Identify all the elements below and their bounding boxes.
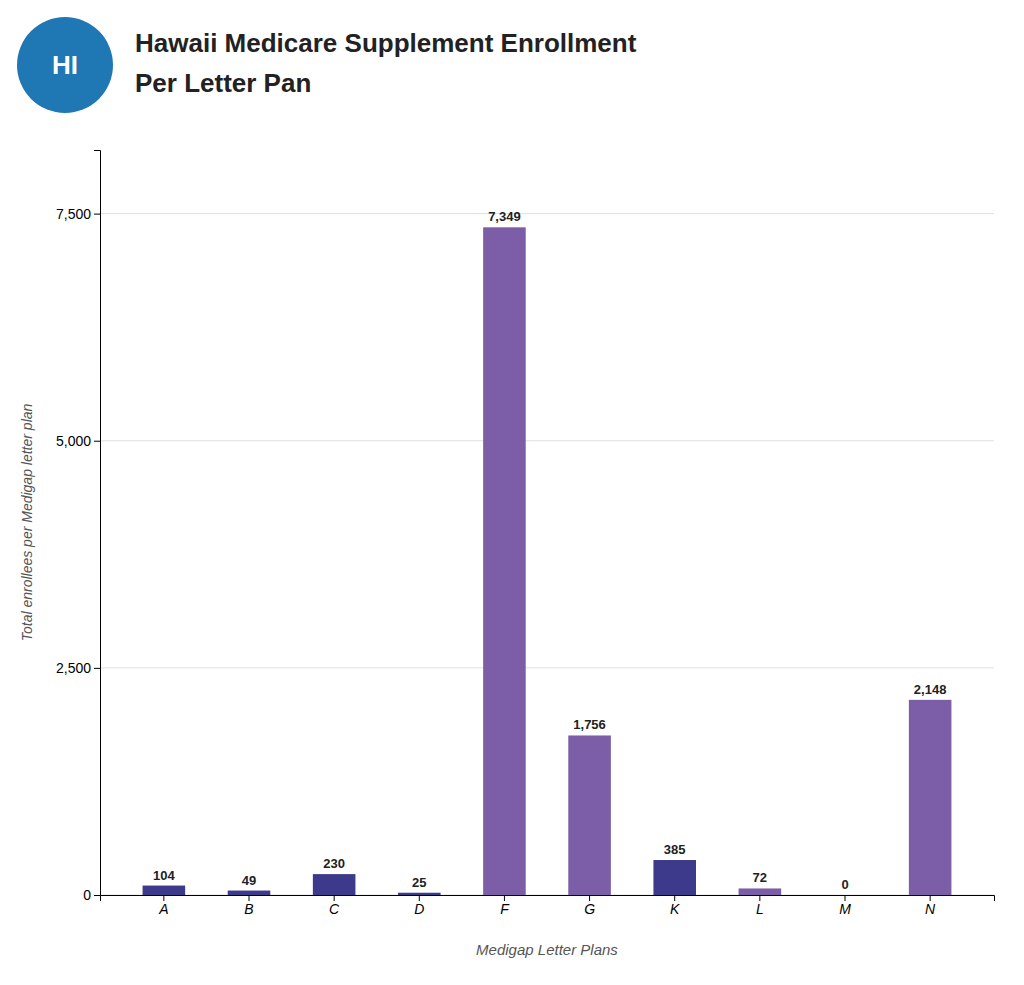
annotation: HI bbox=[52, 50, 78, 80]
y-axis: 0 2,500 5,000 7,500 bbox=[56, 151, 101, 903]
bar bbox=[398, 893, 441, 895]
data-label: 49 bbox=[242, 873, 256, 888]
x-tick: L bbox=[756, 895, 764, 917]
tick-label: C bbox=[329, 901, 340, 917]
y-tick: 0 bbox=[83, 887, 100, 903]
tick-mark bbox=[94, 668, 100, 669]
data-label: 25 bbox=[412, 875, 426, 890]
bar bbox=[739, 888, 782, 895]
x-tick: M bbox=[839, 895, 851, 917]
tick-mark bbox=[94, 214, 100, 215]
grid-line bbox=[100, 667, 994, 668]
y-tick: 5,000 bbox=[56, 433, 100, 449]
data-label: 72 bbox=[753, 870, 767, 885]
x-tick: B bbox=[244, 895, 253, 917]
x-tick: C bbox=[329, 895, 340, 917]
axis-line bbox=[101, 896, 995, 902]
axis-line bbox=[94, 151, 101, 896]
bar bbox=[824, 895, 867, 896]
chart: HI Hawaii Medicare Supplement Enrollment P… bbox=[0, 0, 1024, 985]
grid bbox=[100, 214, 994, 895]
data-label: 0 bbox=[841, 877, 848, 892]
tick-label: N bbox=[925, 901, 936, 917]
bar bbox=[909, 700, 952, 895]
badge: HI bbox=[17, 17, 113, 113]
tick-label: 0 bbox=[83, 887, 91, 903]
bars bbox=[143, 227, 952, 895]
y-tick: 7,500 bbox=[56, 206, 100, 222]
bar bbox=[313, 874, 356, 895]
data-label: 385 bbox=[664, 842, 686, 857]
bar bbox=[143, 886, 186, 895]
tick-label: L bbox=[756, 901, 764, 917]
subtitle: Per Letter Pan bbox=[135, 68, 311, 98]
x-tick: K bbox=[670, 895, 680, 917]
data-label: 104 bbox=[153, 868, 175, 883]
tick-label: D bbox=[414, 901, 424, 917]
x-axis-title: Medigap Letter Plans bbox=[476, 941, 618, 958]
tick-mark bbox=[94, 441, 100, 442]
x-tick: A bbox=[158, 895, 168, 917]
data-label: 2,148 bbox=[914, 682, 947, 697]
tick-label: G bbox=[584, 901, 595, 917]
x-tick: F bbox=[500, 895, 510, 917]
grid-line bbox=[100, 440, 994, 441]
tick-label: 5,000 bbox=[56, 433, 91, 449]
tick-mark bbox=[94, 895, 100, 896]
y-axis-title: Total enrollees per Medigap letter plan bbox=[19, 403, 35, 641]
tick-label: 2,500 bbox=[56, 660, 91, 676]
grid-line bbox=[100, 213, 994, 214]
bar bbox=[653, 860, 696, 895]
x-tick: G bbox=[584, 895, 595, 917]
tick-label: A bbox=[158, 901, 168, 917]
x-tick: N bbox=[925, 895, 936, 917]
tick-label: F bbox=[500, 901, 510, 917]
bar bbox=[568, 735, 611, 895]
tick-label: K bbox=[670, 901, 680, 917]
plot: A B C D F G K L M N 0 2,500 5,000 7,500 104 49 230 25 7,34… bbox=[56, 151, 995, 917]
data-label: 230 bbox=[323, 856, 345, 871]
data-labels: 104 49 230 25 7,349 1,756 385 72 0 2,148 bbox=[153, 209, 946, 892]
title: Hawaii Medicare Supplement Enrollment bbox=[135, 28, 637, 58]
tick-label: M bbox=[839, 901, 851, 917]
tick-label: B bbox=[244, 901, 253, 917]
badge-circle bbox=[17, 17, 113, 113]
x-tick: D bbox=[414, 895, 424, 917]
tick-label: 7,500 bbox=[56, 206, 91, 222]
bar bbox=[228, 891, 271, 895]
x-axis: ABCDFGKLMN bbox=[101, 895, 995, 917]
data-label: 1,756 bbox=[573, 717, 606, 732]
data-label: 7,349 bbox=[488, 209, 521, 224]
y-tick: 2,500 bbox=[56, 660, 100, 676]
bar bbox=[483, 227, 526, 895]
